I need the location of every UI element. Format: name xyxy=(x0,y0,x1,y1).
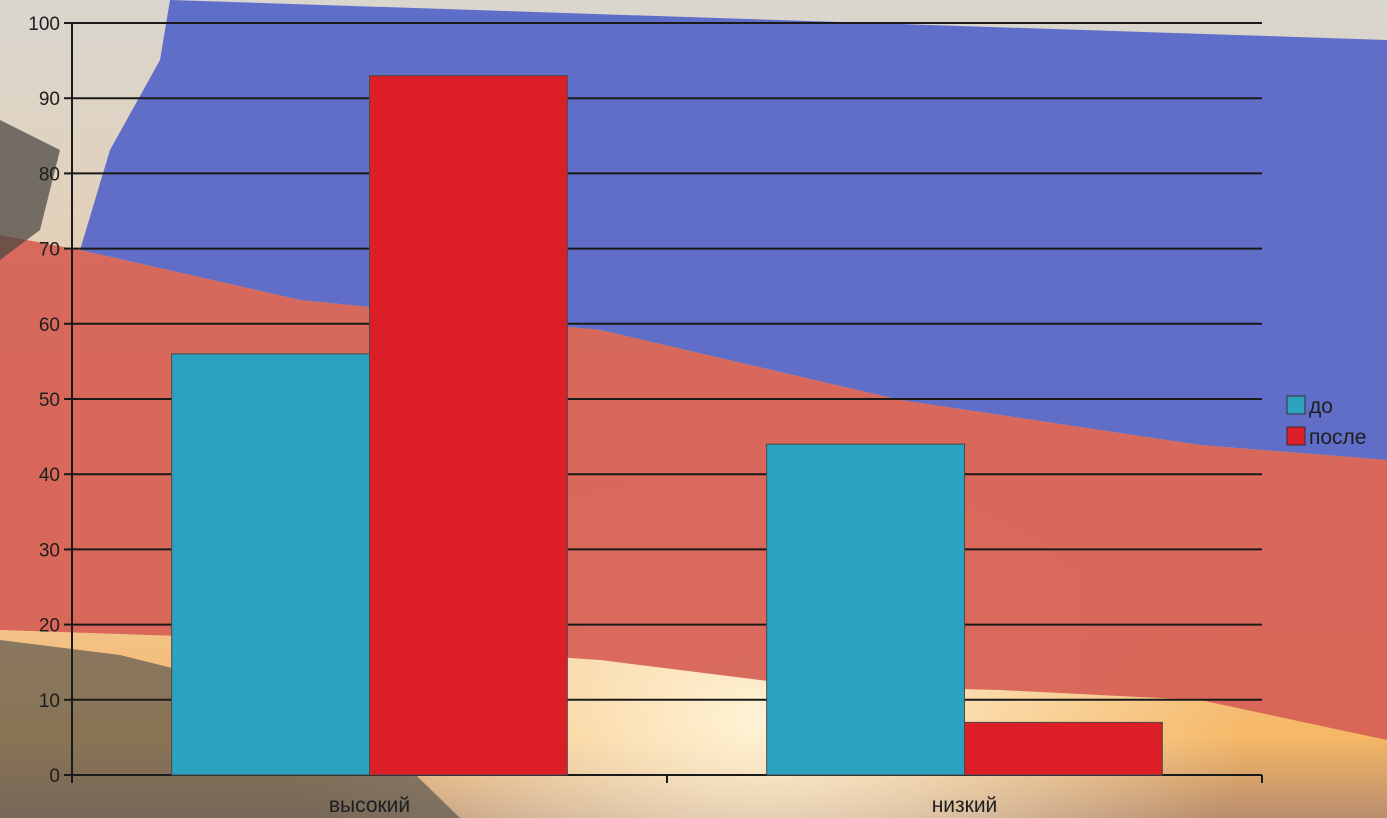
y-tick-label: 0 xyxy=(49,766,60,787)
legend: до после xyxy=(1286,395,1366,449)
bar-после-высокий xyxy=(369,75,568,776)
y-tick-label: 10 xyxy=(39,691,60,712)
legend-swatch-после xyxy=(1286,426,1306,446)
legend-label-до: до xyxy=(1309,395,1333,418)
y-tick-label: 60 xyxy=(39,315,60,336)
bars xyxy=(171,75,1163,776)
y-tick-label: 50 xyxy=(39,390,60,411)
y-tick-label: 20 xyxy=(39,616,60,637)
axis-labels: 0 10 20 30 40 50 60 70 80 90 100 высокий низкий xyxy=(28,14,997,817)
x-category-label: низкий xyxy=(932,794,998,817)
legend-label-после: после xyxy=(1309,426,1366,449)
y-tick-label: 40 xyxy=(39,465,60,486)
y-tick-label: 80 xyxy=(39,164,60,185)
y-tick-label: 30 xyxy=(39,540,60,561)
x-category-label: высокий xyxy=(329,794,410,817)
bar-до-низкий xyxy=(766,443,965,776)
bar-после-низкий xyxy=(964,721,1163,776)
legend-swatch-до xyxy=(1286,395,1306,415)
y-tick-label: 70 xyxy=(39,240,60,261)
y-tick-label: 100 xyxy=(28,14,60,35)
y-tick-label: 90 xyxy=(39,89,60,110)
bar-до-высокий xyxy=(171,353,370,776)
